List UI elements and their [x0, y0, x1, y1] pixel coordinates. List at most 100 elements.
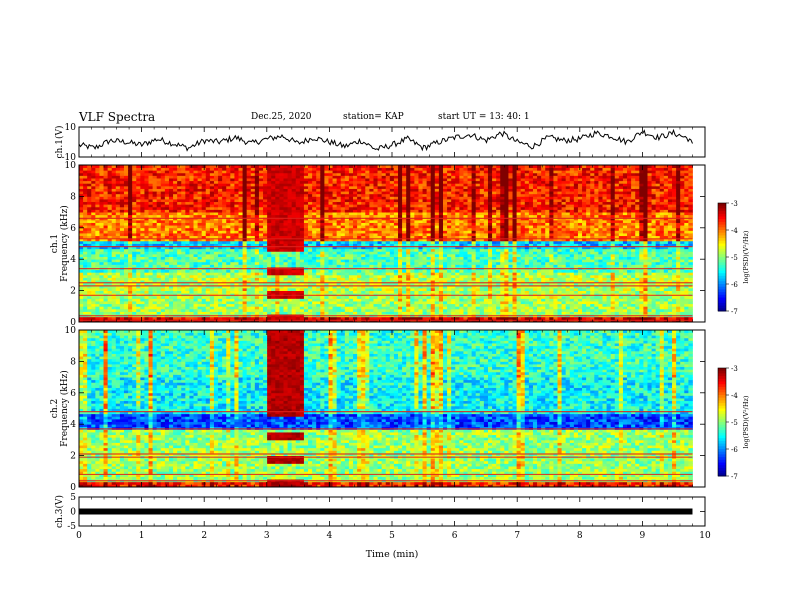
spectrogram-cell [312, 170, 317, 174]
spectrogram-cell [287, 167, 293, 171]
spectrogram-cell [320, 259, 325, 263]
spectrogram-cell [160, 227, 166, 231]
spectrogram-cell [156, 191, 162, 195]
spectrogram-cell [361, 204, 366, 208]
spectrogram-cell [365, 167, 370, 171]
spectrogram-cell [181, 295, 186, 299]
spectrogram-cell [357, 191, 362, 195]
spectrogram-cell [201, 172, 207, 176]
spectrogram-cell [263, 180, 268, 184]
spectrogram-cell [365, 196, 370, 200]
spectrogram-cell [107, 196, 113, 200]
spectrogram-cell [189, 204, 194, 208]
spectrogram-cell [201, 178, 207, 182]
spectrogram-cell [361, 222, 366, 226]
spectrogram-cell [369, 193, 374, 197]
spectrogram-cell [287, 201, 293, 205]
spectrogram-cell [193, 238, 199, 242]
spectrogram-cell [299, 178, 305, 182]
spectrogram-cell [115, 178, 121, 182]
spectrogram-cell [393, 256, 399, 260]
spectrogram-cell [283, 204, 288, 208]
spectrogram-cell [242, 256, 248, 260]
spectrogram-cell [336, 204, 342, 208]
spectrogram-cell [336, 227, 342, 231]
spectrogram-cell [357, 222, 362, 226]
spectrogram-cell [132, 298, 137, 302]
spectrogram-cell [238, 248, 243, 252]
spectrogram-cell [381, 175, 387, 179]
spectrogram-cell [320, 230, 325, 234]
spectrogram-cell [140, 316, 145, 320]
spectrogram-cell [136, 280, 141, 284]
spectrogram-cell [246, 165, 252, 169]
spectrogram-cell [312, 175, 317, 179]
spectrogram-cell [128, 282, 133, 286]
spectrogram-cell [398, 235, 403, 239]
spectrogram-cell [197, 201, 203, 205]
spectrogram-cell [295, 225, 301, 229]
spectrogram-cell [185, 219, 190, 223]
spectrogram-cell [140, 251, 145, 255]
spectrogram-cell [242, 287, 248, 291]
spectrogram-cell [295, 290, 301, 294]
spectrogram-cell [308, 280, 313, 284]
spectrogram-cell [246, 193, 252, 197]
spectrogram-cell [230, 219, 235, 223]
spectrogram-cell [320, 282, 325, 286]
spectrogram-cell [164, 165, 170, 169]
spectrogram-cell [189, 298, 194, 302]
spectrogram-cell [164, 233, 170, 237]
spectrogram-cell [201, 269, 207, 273]
spectrogram-cell [353, 183, 358, 187]
spectrogram-cell [303, 303, 309, 307]
spectrogram-cell [103, 274, 109, 278]
spectrogram-cell [99, 240, 104, 244]
spectrogram-cell [107, 219, 113, 223]
spectrogram-cell [357, 183, 362, 187]
spectrogram-cell [328, 183, 333, 187]
spectrogram-cell [324, 172, 329, 176]
spectrogram-cell [83, 285, 88, 289]
spectrogram-cell [123, 287, 129, 291]
spectrogram-cell [332, 204, 338, 208]
spectrogram-cell [230, 183, 235, 187]
spectrogram-cell [308, 185, 313, 189]
spectrogram-cell [258, 251, 264, 255]
spectrogram-cell [250, 167, 256, 171]
spectrogram-cell [164, 261, 170, 265]
spectrogram-cell [152, 209, 158, 213]
spectrogram-cell [385, 303, 391, 307]
spectrogram-cell [238, 311, 243, 315]
spectrogram-cell [152, 175, 158, 179]
spectrogram-cell [263, 301, 268, 305]
spectrogram-cell [303, 188, 309, 192]
spectrogram-cell [316, 212, 321, 216]
spectrogram-cell [373, 227, 378, 231]
spectrogram-cell [193, 193, 199, 197]
spectrogram-cell [336, 269, 342, 273]
spectrogram-cell [234, 308, 239, 312]
spectrogram-cell [230, 172, 235, 176]
spectrogram-cell [209, 172, 215, 176]
spectrogram-cell [299, 251, 305, 255]
spectrogram-cell [103, 282, 109, 286]
spectrogram-cell [254, 209, 260, 213]
spectrogram-cell [99, 259, 104, 263]
spectrogram-cell [348, 277, 354, 281]
spectrogram-cell [99, 282, 104, 286]
spectrogram-cell [197, 170, 203, 174]
spectrogram-cell [222, 316, 227, 320]
spectrogram-cell [83, 196, 88, 200]
spectrogram-cell [267, 282, 272, 286]
spectrogram-cell [312, 230, 317, 234]
spectrogram-cell [332, 261, 338, 265]
spectrogram-cell [389, 259, 395, 263]
spectrogram-cell [107, 225, 113, 229]
spectrogram-cell [320, 287, 325, 291]
spectrogram-cell [328, 238, 333, 242]
spectrogram-cell [328, 172, 333, 176]
spectrogram-cell [393, 188, 399, 192]
spectrogram-cell [213, 227, 219, 231]
spectrogram-cell [324, 212, 329, 216]
